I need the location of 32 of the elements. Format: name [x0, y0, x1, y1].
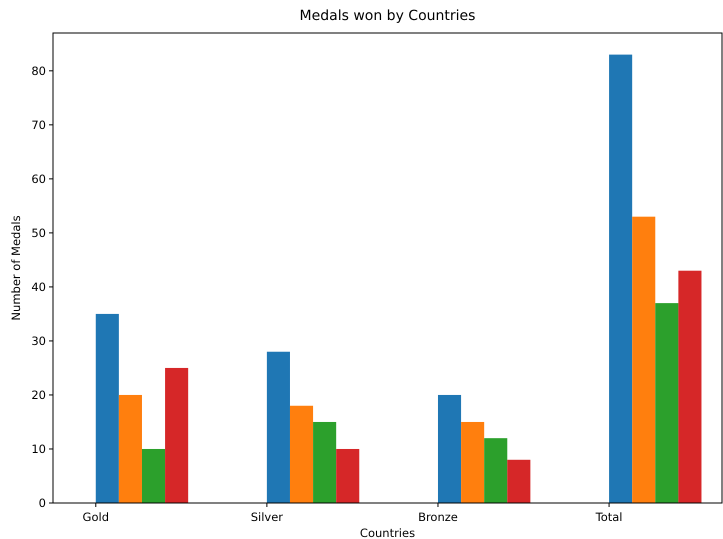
bar [118, 394, 142, 503]
bar [655, 303, 678, 503]
bar [632, 216, 656, 503]
bar [484, 438, 508, 503]
bar [165, 368, 188, 503]
bar [266, 352, 290, 503]
bar [142, 448, 166, 503]
y-tick-label: 40 [31, 280, 46, 294]
bar [507, 460, 530, 503]
x-tick-label: Total [594, 510, 623, 524]
y-tick-label: 60 [31, 172, 46, 186]
x-tick-label: Bronze [418, 510, 458, 524]
y-tick-label: 80 [31, 64, 46, 78]
x-tick-label: Silver [250, 510, 284, 524]
y-tick-label: 50 [31, 226, 46, 240]
bar [678, 270, 702, 503]
bar [461, 422, 484, 503]
bar [313, 422, 336, 503]
bar [336, 448, 360, 503]
bar [438, 394, 462, 503]
y-tick-label: 20 [31, 388, 46, 402]
bar [96, 314, 119, 503]
bar [609, 54, 632, 503]
y-axis-title: Number of Medals [9, 215, 23, 321]
x-axis-title: Countries [360, 526, 416, 539]
x-tick-label: Gold [82, 510, 109, 524]
y-tick-label: 0 [38, 496, 46, 510]
y-tick-label: 30 [31, 334, 46, 348]
bar [290, 406, 314, 503]
chart-title: Medals won by Countries [300, 8, 476, 24]
y-tick-label: 70 [31, 118, 46, 132]
y-tick-label: 10 [31, 442, 46, 456]
